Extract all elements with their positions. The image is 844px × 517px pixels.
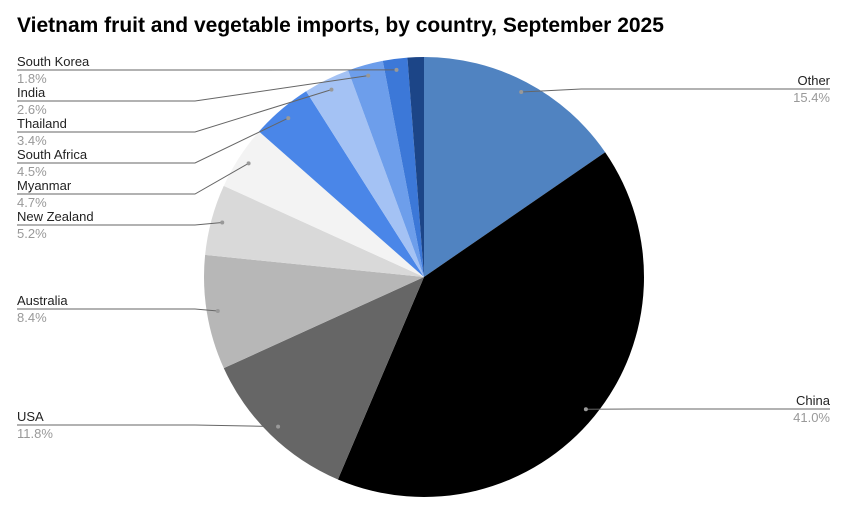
slice-value: 1.8%: [17, 71, 47, 86]
pie-slice: [337, 152, 645, 498]
slice-value: 2.6%: [17, 102, 47, 117]
slice-value: 5.2%: [17, 226, 47, 241]
pie-slice: [424, 57, 606, 277]
leader-dot: [215, 308, 220, 313]
leader-line: [521, 88, 830, 93]
leader-dot: [519, 89, 524, 94]
slice-label: Other: [797, 73, 830, 88]
slice-value: 11.8%: [17, 426, 53, 441]
slice-value: 8.4%: [17, 310, 47, 325]
slice-value: 15.4%: [793, 90, 830, 105]
slice-label: Thailand: [17, 116, 67, 131]
leader-dot: [246, 161, 251, 166]
pie-slice: [407, 57, 424, 277]
leader-dot: [286, 116, 291, 121]
leader-line: [17, 75, 369, 102]
slice-value: 41.0%: [793, 410, 830, 425]
leader-line: [17, 221, 223, 226]
pie-slice: [223, 277, 424, 480]
pie-slice: [223, 131, 424, 277]
leader-dot: [220, 220, 225, 225]
pie-slice: [258, 91, 424, 277]
pie-slice: [205, 185, 424, 277]
slice-value: 3.4%: [17, 133, 47, 148]
pie-slice: [204, 254, 424, 369]
pie-slice: [348, 60, 424, 277]
leader-line: [17, 308, 218, 312]
slice-label: South Korea: [17, 54, 90, 69]
leader-line: [17, 162, 249, 195]
leader-dot: [276, 424, 281, 429]
slice-label: Myanmar: [17, 178, 72, 193]
chart-title: Vietnam fruit and vegetable imports, by …: [17, 14, 664, 37]
leader-line: [17, 117, 289, 164]
leader-line: [17, 424, 279, 428]
leader-line: [17, 89, 332, 133]
slice-label: Australia: [17, 293, 68, 308]
slice-label: USA: [17, 409, 44, 424]
pie-slice: [382, 57, 424, 277]
slice-label: China: [796, 393, 831, 408]
pie-slice: [306, 70, 424, 278]
leader-dot: [329, 87, 334, 92]
leader-dot: [394, 67, 399, 72]
leader-dot: [366, 73, 371, 78]
slice-label: New Zealand: [17, 209, 94, 224]
slice-value: 4.5%: [17, 164, 47, 179]
leader-dot: [583, 407, 588, 412]
slice-label: India: [17, 85, 46, 100]
slice-value: 4.7%: [17, 195, 47, 210]
slice-label: South Africa: [17, 147, 88, 162]
